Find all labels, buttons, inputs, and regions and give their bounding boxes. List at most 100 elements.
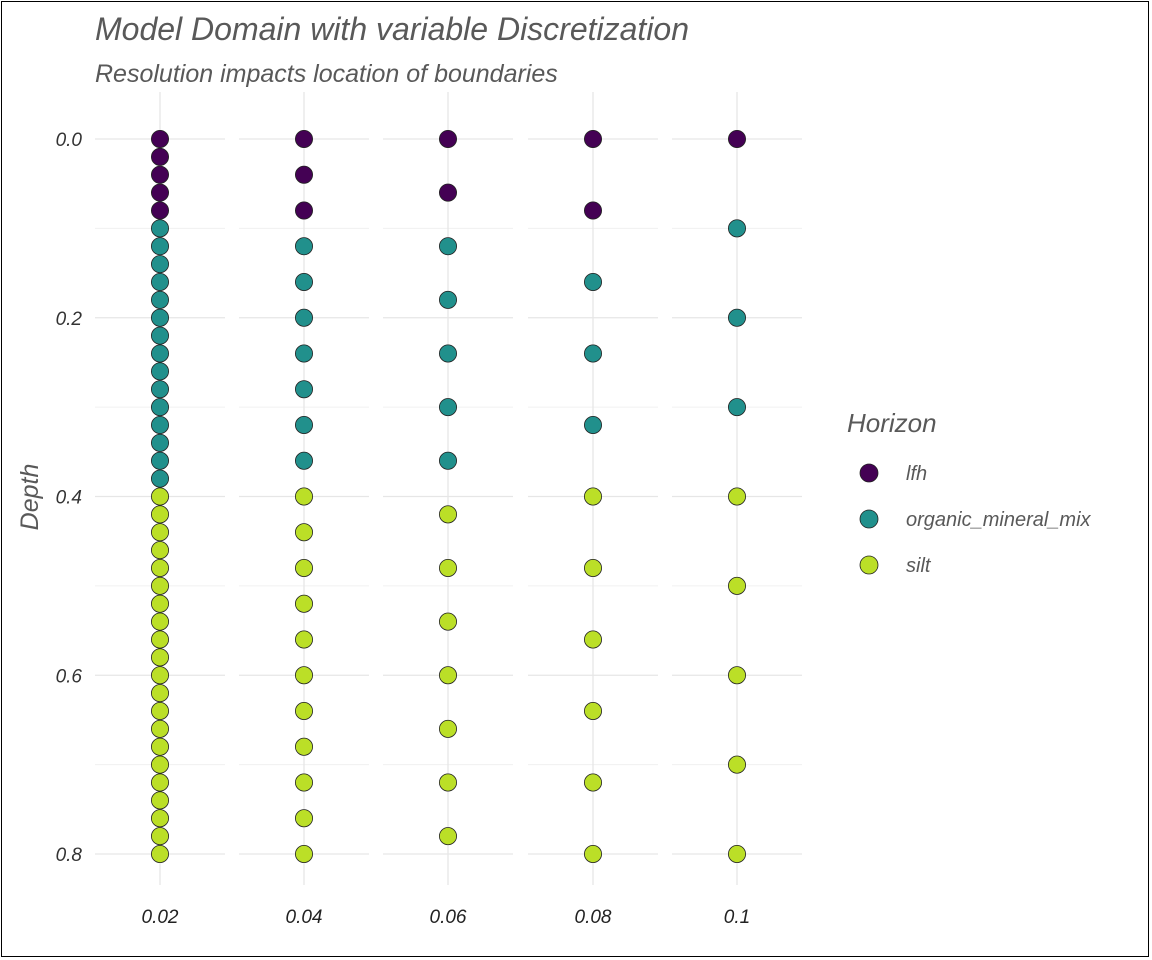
data-point-lfh bbox=[150, 183, 169, 202]
data-point-silt bbox=[728, 755, 747, 774]
y-tick-label: 0.8 bbox=[56, 845, 83, 866]
data-point-organic_mineral_mix bbox=[294, 237, 313, 256]
data-point-lfh bbox=[438, 183, 457, 202]
data-point-organic_mineral_mix bbox=[294, 415, 313, 434]
data-point-silt bbox=[438, 773, 457, 792]
data-points bbox=[150, 129, 747, 864]
data-point-silt bbox=[150, 684, 169, 703]
x-tick-labels: 0.02 0.04 0.06 0.08 0.1 bbox=[142, 907, 751, 928]
data-point-organic_mineral_mix bbox=[150, 362, 169, 381]
data-point-silt bbox=[584, 630, 603, 649]
data-point-organic_mineral_mix bbox=[294, 380, 313, 399]
data-point-silt bbox=[294, 523, 313, 542]
data-point-organic_mineral_mix bbox=[584, 415, 603, 434]
chart-subtitle: Resolution impacts location of boundarie… bbox=[95, 60, 558, 88]
data-point-lfh bbox=[150, 147, 169, 166]
data-point-silt bbox=[438, 827, 457, 846]
data-point-organic_mineral_mix bbox=[150, 255, 169, 274]
data-point-lfh bbox=[294, 165, 313, 184]
legend-label-silt: silt bbox=[906, 555, 932, 577]
legend-label-organic_mineral_mix: organic_mineral_mix bbox=[906, 509, 1092, 531]
chart-title: Model Domain with variable Discretizatio… bbox=[95, 11, 689, 47]
data-point-organic_mineral_mix bbox=[150, 380, 169, 399]
data-point-silt bbox=[150, 755, 169, 774]
data-point-lfh bbox=[150, 129, 169, 148]
data-point-organic_mineral_mix bbox=[438, 237, 457, 256]
data-point-organic_mineral_mix bbox=[150, 469, 169, 488]
data-point-silt bbox=[150, 648, 169, 667]
data-point-silt bbox=[150, 487, 169, 506]
data-point-organic_mineral_mix bbox=[294, 308, 313, 327]
data-point-silt bbox=[150, 773, 169, 792]
data-point-organic_mineral_mix bbox=[150, 398, 169, 417]
data-point-organic_mineral_mix bbox=[150, 290, 169, 309]
data-point-silt bbox=[294, 594, 313, 613]
data-point-silt bbox=[150, 541, 169, 560]
data-point-silt bbox=[150, 827, 169, 846]
data-point-lfh bbox=[728, 129, 747, 148]
data-point-lfh bbox=[150, 165, 169, 184]
data-point-lfh bbox=[294, 201, 313, 220]
data-point-silt bbox=[438, 505, 457, 524]
data-point-organic_mineral_mix bbox=[438, 344, 457, 363]
legend-label-lfh: lfh bbox=[906, 463, 927, 485]
data-point-silt bbox=[294, 487, 313, 506]
data-point-silt bbox=[728, 487, 747, 506]
data-point-lfh bbox=[438, 129, 457, 148]
data-point-organic_mineral_mix bbox=[584, 344, 603, 363]
data-point-silt bbox=[584, 702, 603, 721]
data-point-organic_mineral_mix bbox=[150, 344, 169, 363]
data-point-organic_mineral_mix bbox=[150, 433, 169, 452]
data-point-silt bbox=[150, 630, 169, 649]
data-point-silt bbox=[150, 594, 169, 613]
data-point-silt bbox=[728, 845, 747, 864]
data-point-organic_mineral_mix bbox=[438, 451, 457, 470]
data-point-organic_mineral_mix bbox=[294, 451, 313, 470]
data-point-lfh bbox=[584, 129, 603, 148]
data-point-silt bbox=[294, 630, 313, 649]
data-point-organic_mineral_mix bbox=[438, 398, 457, 417]
grid-layer bbox=[95, 92, 802, 885]
y-axis-label: Depth bbox=[16, 464, 44, 531]
data-point-silt bbox=[150, 809, 169, 828]
data-point-organic_mineral_mix bbox=[150, 451, 169, 470]
y-tick-labels: 0.0 0.2 0.4 0.6 0.8 bbox=[56, 130, 83, 866]
data-point-organic_mineral_mix bbox=[438, 290, 457, 309]
x-tick-label: 0.1 bbox=[724, 907, 750, 928]
data-point-silt bbox=[438, 559, 457, 578]
data-point-silt bbox=[728, 666, 747, 685]
data-point-organic_mineral_mix bbox=[150, 272, 169, 291]
data-point-silt bbox=[294, 845, 313, 864]
data-point-silt bbox=[584, 845, 603, 864]
data-point-silt bbox=[150, 791, 169, 810]
y-tick-label: 0.2 bbox=[56, 309, 83, 330]
data-point-organic_mineral_mix bbox=[728, 398, 747, 417]
data-point-silt bbox=[150, 523, 169, 542]
data-point-lfh bbox=[584, 201, 603, 220]
data-point-silt bbox=[584, 559, 603, 578]
legend-swatch-silt bbox=[859, 555, 879, 575]
data-point-organic_mineral_mix bbox=[150, 415, 169, 434]
data-point-organic_mineral_mix bbox=[294, 344, 313, 363]
data-point-silt bbox=[150, 576, 169, 595]
y-tick-label: 0.0 bbox=[56, 130, 83, 151]
x-tick-label: 0.02 bbox=[142, 907, 179, 928]
data-point-organic_mineral_mix bbox=[150, 237, 169, 256]
data-point-silt bbox=[150, 612, 169, 631]
data-point-silt bbox=[294, 737, 313, 756]
legend-swatch-organic_mineral_mix bbox=[859, 509, 879, 529]
data-point-lfh bbox=[294, 129, 313, 148]
data-point-lfh bbox=[150, 201, 169, 220]
data-point-organic_mineral_mix bbox=[150, 326, 169, 345]
data-point-silt bbox=[150, 666, 169, 685]
data-point-organic_mineral_mix bbox=[294, 272, 313, 291]
data-point-organic_mineral_mix bbox=[728, 308, 747, 327]
data-point-silt bbox=[150, 845, 169, 864]
data-point-silt bbox=[150, 559, 169, 578]
data-point-silt bbox=[150, 719, 169, 738]
data-point-organic_mineral_mix bbox=[150, 308, 169, 327]
